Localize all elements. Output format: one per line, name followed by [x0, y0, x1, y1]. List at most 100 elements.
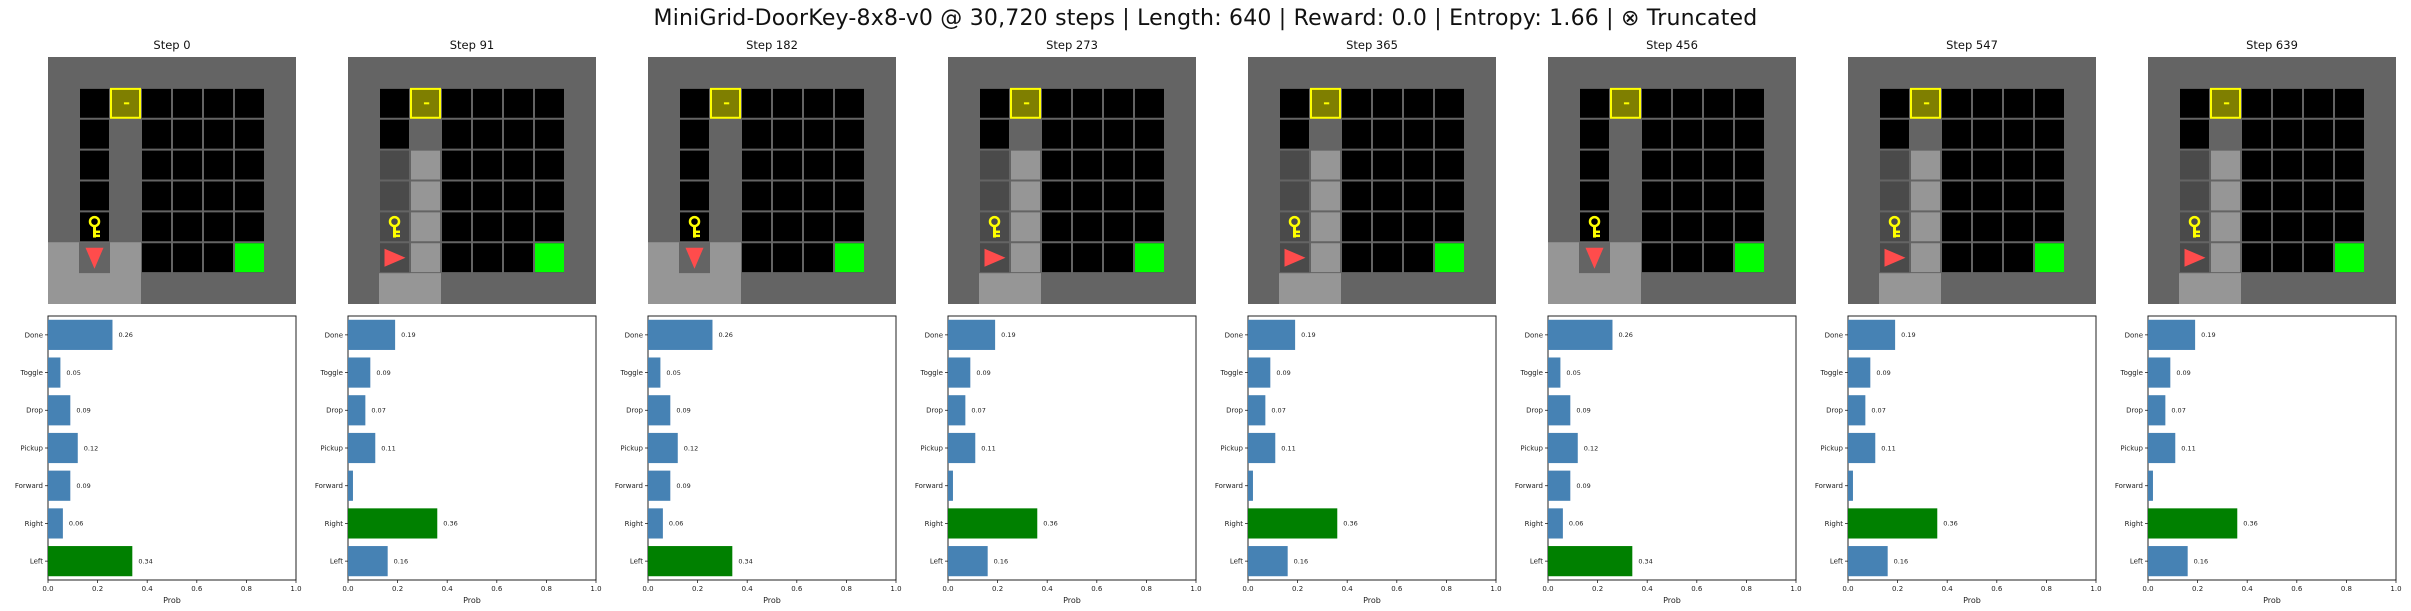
key-icon: [1288, 215, 1301, 238]
x-tick-label: 0.8: [1141, 585, 1152, 593]
key-tooth: [396, 234, 400, 238]
grid-cell: [2034, 149, 2065, 181]
x-tick-label: 0.2: [1592, 585, 1603, 593]
y-tick-label: Done: [1825, 331, 1843, 339]
key-shaft: [1893, 225, 1896, 238]
x-tick-label: 0.8: [1741, 585, 1752, 593]
grid-cell: [710, 149, 741, 181]
goal-tile: [835, 243, 864, 273]
y-tick-label: Left: [630, 558, 643, 566]
grid-cell: [1041, 118, 1072, 150]
grid-cell: [1103, 149, 1134, 181]
grid-cell: [1972, 149, 2003, 181]
bar: [48, 508, 63, 539]
grid-cell: [1072, 211, 1103, 243]
x-tick-label: 0.6: [1991, 585, 2003, 593]
grid-cell: [1041, 180, 1072, 212]
grid-cell: [1672, 180, 1703, 212]
grid-cell: [1103, 87, 1134, 119]
y-tick-label: Forward: [2115, 482, 2143, 490]
grid-cell: [1279, 118, 1310, 150]
bar: [348, 395, 366, 426]
y-tick-label: Done: [625, 331, 643, 339]
panel-title: Step 273: [1046, 38, 1098, 52]
grid-cell: [2003, 242, 2034, 274]
x-tick-label: 0.0: [42, 585, 53, 593]
y-tick-label: Drop: [2126, 407, 2143, 415]
grid-cell: [141, 242, 172, 274]
grid-cell: [834, 87, 865, 119]
y-tick-label: Drop: [1226, 407, 1243, 415]
grid-cell: [1672, 87, 1703, 119]
y-tick-label: Drop: [326, 407, 343, 415]
visited-area: [1279, 273, 1341, 304]
grid-cell: [2334, 211, 2365, 243]
grid-cell: [1941, 211, 1972, 243]
grid-cell: [1403, 180, 1434, 212]
grid-cell: [2241, 211, 2272, 243]
bar: [1248, 508, 1338, 539]
grid-cell: [1310, 149, 1341, 181]
bar: [1848, 357, 1871, 388]
value-label: 0.09: [76, 482, 90, 490]
key-shaft: [693, 225, 696, 238]
value-label: 0.26: [118, 331, 132, 339]
grid-cell: [1941, 149, 1972, 181]
value-label: 0.09: [376, 369, 390, 377]
grid-cell: [1434, 180, 1465, 212]
grid-cell: [2034, 211, 2065, 243]
grid-cell: [772, 180, 803, 212]
grid-cell: [1310, 180, 1341, 212]
x-tick-label: 0.8: [1441, 585, 1452, 593]
grid-cell: [203, 149, 234, 181]
y-tick-label: Left: [1830, 558, 1843, 566]
grid-cell: [1372, 180, 1403, 212]
grid-cell: [741, 87, 772, 119]
y-tick-label: Forward: [1215, 482, 1243, 490]
grid-cell: [441, 87, 472, 119]
grid-cell: [141, 87, 172, 119]
grid-cell: [534, 180, 565, 212]
grid-cell: [2272, 242, 2303, 274]
bar: [48, 395, 71, 426]
bar: [2148, 432, 2176, 464]
grid-cell: [1341, 149, 1372, 181]
y-tick-label: Forward: [915, 482, 943, 490]
y-tick-label: Toggle: [1219, 369, 1243, 377]
y-tick-label: Right: [625, 520, 644, 528]
grid-cell: [1910, 149, 1941, 181]
grid-cell: [441, 118, 472, 150]
bar: [648, 319, 713, 350]
x-tick-label: 0.2: [92, 585, 103, 593]
grid-cell: [2210, 118, 2241, 150]
panel-title: Step 365: [1346, 38, 1398, 52]
x-axis-label: Prob: [163, 596, 181, 605]
visited-area: [379, 273, 441, 304]
x-tick-label: 0.6: [1691, 585, 1703, 593]
y-tick-label: Right: [925, 520, 944, 528]
agent-arrow-icon: [984, 248, 1006, 267]
y-tick-label: Done: [25, 331, 43, 339]
value-label: 0.36: [443, 520, 457, 528]
grid-cell: [803, 242, 834, 274]
agent-arrow-icon: [85, 247, 104, 269]
y-tick-label: Pickup: [920, 444, 943, 452]
grid-cell: [1910, 242, 1941, 274]
grid-cell: [1910, 180, 1941, 212]
x-tick-label: 0.2: [992, 585, 1003, 593]
bar: [2148, 357, 2171, 388]
grid-cell: [772, 149, 803, 181]
grid-cell: [2241, 242, 2272, 274]
visited-area: [2179, 273, 2241, 304]
grid-cell: [1310, 242, 1341, 274]
key-icon: [688, 215, 701, 238]
grid-cell: [234, 118, 265, 150]
grid-cell: [472, 87, 503, 119]
grid-cell: [1672, 242, 1703, 274]
chart-frame: [47, 315, 297, 581]
grid-cell: [2003, 180, 2034, 212]
grid-cell: [1341, 180, 1372, 212]
x-tick-label: 0.8: [841, 585, 852, 593]
grid-cell: [141, 180, 172, 212]
y-tick-label: Pickup: [1820, 444, 1843, 452]
